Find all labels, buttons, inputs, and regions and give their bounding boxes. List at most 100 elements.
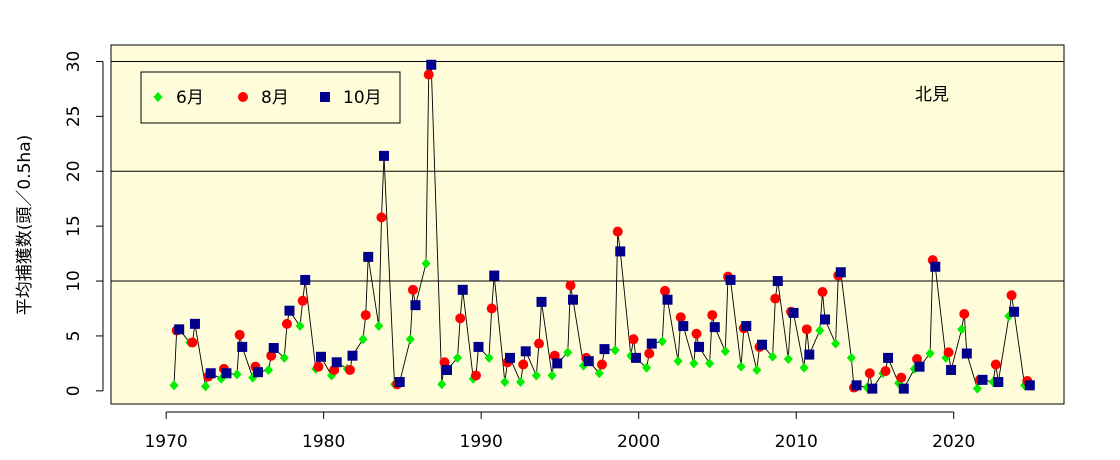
data-point-square (741, 321, 752, 332)
data-point-circle (360, 310, 371, 321)
data-point-diamond (815, 325, 825, 336)
y-tick-label: 0 (64, 385, 84, 396)
legend-label: 8月 (261, 88, 289, 108)
data-point-diamond (610, 345, 620, 356)
data-point-diamond (405, 334, 415, 345)
y-axis-label: 平均捕獲数(頭／0.5ha) (15, 135, 35, 316)
data-point-square (221, 368, 232, 379)
data-point-diamond (831, 338, 841, 349)
data-point-diamond (516, 377, 526, 388)
data-point-diamond (437, 379, 447, 390)
data-point-diamond (799, 362, 809, 373)
data-point-diamond (657, 336, 667, 347)
data-point-diamond (374, 321, 384, 332)
data-point-diamond (295, 321, 305, 332)
data-point-diamond (783, 353, 793, 364)
series-square (174, 59, 1035, 394)
data-point-diamond (752, 364, 762, 375)
data-point-square (394, 377, 405, 388)
data-point-square (568, 294, 579, 305)
data-point-square (552, 358, 563, 369)
x-tick-label: 1980 (302, 432, 345, 452)
data-point-square (252, 367, 263, 378)
data-point-circle (817, 287, 828, 298)
data-point-diamond (484, 352, 494, 363)
data-point-circle (187, 337, 198, 348)
data-point-circle (518, 359, 529, 370)
data-point-circle (959, 308, 970, 319)
data-point-square (757, 339, 768, 350)
data-point-diamond (846, 352, 856, 363)
data-point-circle (297, 295, 308, 306)
data-point-circle (943, 347, 954, 358)
gridlines (111, 60, 1064, 282)
legend-label: 6月 (176, 88, 204, 108)
data-point-diamond (957, 324, 967, 335)
data-point-circle (376, 212, 387, 223)
markers (169, 59, 1035, 394)
data-point-circle (439, 357, 450, 368)
data-point-circle (407, 284, 418, 295)
data-point-square (489, 270, 500, 281)
data-point-square (520, 346, 531, 357)
data-point-square (536, 296, 547, 307)
y-tick-label: 10 (64, 270, 84, 292)
data-point-square (788, 307, 799, 318)
data-point-diamond (264, 364, 274, 375)
data-point-circle (912, 353, 923, 364)
data-point-circle (329, 364, 340, 375)
data-point-square (378, 150, 389, 161)
data-point-diamond (594, 368, 604, 379)
data-point-square (583, 356, 594, 367)
y-tick-label: 15 (64, 215, 84, 237)
data-point-square (631, 352, 642, 363)
data-point-square (694, 341, 705, 352)
data-point-square (930, 261, 941, 272)
data-point-square (615, 246, 626, 257)
data-point-square (504, 352, 515, 363)
data-point-circle (423, 69, 434, 80)
data-point-diamond (768, 351, 778, 362)
legend-label: 10月 (343, 88, 382, 108)
data-point-square (441, 364, 452, 375)
data-point-diamond (642, 362, 652, 373)
data-point-circle (234, 329, 245, 340)
legend-marker-circle (238, 92, 248, 102)
data-point-square (772, 276, 783, 287)
legend: 6月 8月 10月 (140, 71, 401, 124)
data-point-square (835, 267, 846, 278)
data-point-diamond (358, 334, 368, 345)
data-point-square (205, 368, 216, 379)
data-point-circle (344, 364, 355, 375)
data-point-square (426, 59, 437, 70)
data-point-square (883, 352, 894, 363)
data-point-circle (628, 334, 639, 345)
data-point-circle (1006, 290, 1017, 301)
data-point-circle (770, 293, 781, 304)
plot-frame (110, 44, 1065, 405)
data-point-square (804, 349, 815, 360)
data-point-diamond (925, 348, 935, 359)
data-point-diamond (201, 381, 211, 392)
data-point-square (820, 314, 831, 325)
data-point-circle (549, 350, 560, 361)
data-point-diamond (421, 258, 431, 269)
data-point-square (237, 341, 248, 352)
data-point-square (347, 350, 358, 361)
data-point-square (410, 300, 421, 311)
data-point-square (363, 251, 374, 262)
data-point-diamond (563, 347, 573, 358)
data-point-square (977, 374, 988, 385)
data-point-circle (612, 226, 623, 237)
data-point-circle (801, 324, 812, 335)
data-point-diamond (689, 358, 699, 369)
data-point-circle (896, 372, 907, 383)
data-point-circle (486, 303, 497, 314)
data-point-circle (880, 366, 891, 377)
data-point-diamond (547, 370, 557, 381)
data-point-diamond (453, 352, 463, 363)
x-tick-label: 1990 (460, 432, 503, 452)
data-point-circle (281, 318, 292, 329)
data-point-circle (455, 313, 466, 324)
y-tick-label: 30 (64, 51, 84, 73)
